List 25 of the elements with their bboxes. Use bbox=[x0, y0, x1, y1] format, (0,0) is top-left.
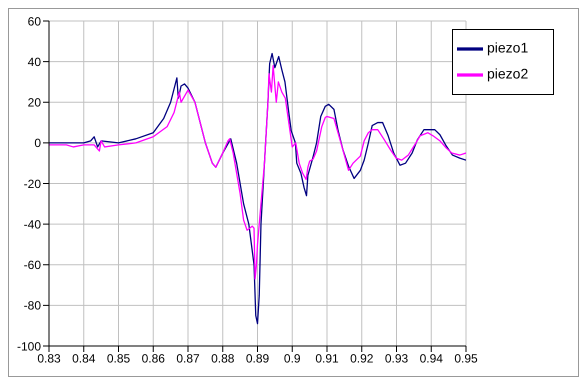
x-tick-label: 0.87 bbox=[176, 352, 200, 366]
legend-label: piezo2 bbox=[487, 66, 528, 82]
x-tick-label: 0.88 bbox=[211, 352, 235, 366]
x-tick-label: 0.83 bbox=[37, 352, 61, 366]
y-tick-label: 0 bbox=[34, 136, 42, 150]
y-tick-label: -60 bbox=[24, 258, 42, 272]
x-tick-label: 0.85 bbox=[106, 352, 130, 366]
x-tick-label: 0.92 bbox=[350, 352, 374, 366]
y-tick-label: 40 bbox=[28, 54, 42, 69]
x-tick-label: 0.84 bbox=[72, 352, 96, 366]
y-tick-label: 20 bbox=[28, 96, 42, 110]
x-tick-label: 0.91 bbox=[315, 352, 339, 366]
x-tick-label: 0.89 bbox=[246, 352, 270, 366]
y-tick-label: 60 bbox=[28, 14, 42, 28]
legend-label: piezo1 bbox=[487, 40, 528, 56]
y-tick-label: -40 bbox=[24, 217, 42, 232]
x-tick-label: 0.93 bbox=[384, 352, 408, 366]
y-tick-label: -20 bbox=[24, 176, 42, 191]
x-tick-label: 0.94 bbox=[420, 352, 444, 366]
line-series bbox=[49, 65, 466, 280]
y-tick-label: -100 bbox=[16, 339, 42, 354]
x-tick-label: 0.95 bbox=[454, 352, 478, 366]
x-tick-label: 0.86 bbox=[142, 352, 166, 366]
x-tick-label: 0.9 bbox=[284, 352, 301, 366]
y-tick-label: -80 bbox=[24, 298, 42, 313]
